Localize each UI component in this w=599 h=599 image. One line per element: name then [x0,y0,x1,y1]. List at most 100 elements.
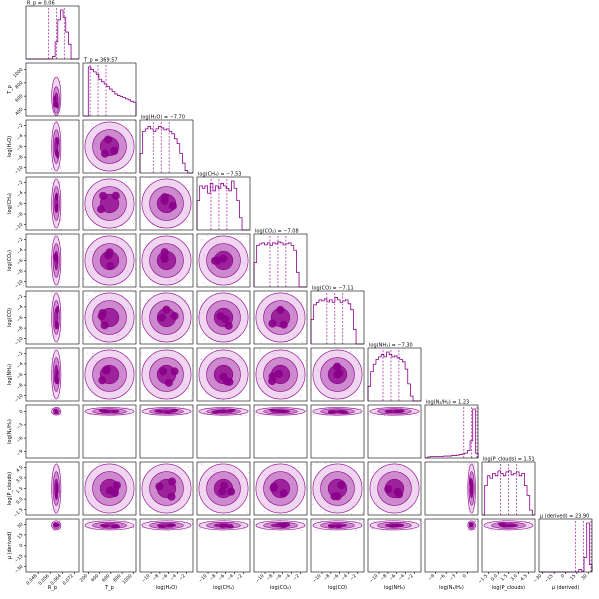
title-ch4: log(CH₄) = −7.53 [198,172,241,178]
density-peak [279,489,288,498]
sample-point [90,281,92,283]
sample-point [140,462,142,464]
y-tick-label: −6 [15,258,24,267]
sample-point [187,242,189,244]
density-peak [227,487,236,496]
sample-point [257,358,259,360]
sample-point [85,180,87,182]
density-peak [276,305,285,315]
sample-point [304,360,306,362]
y-tick-label: −4 [15,304,24,313]
x-tick-label: 0 [462,573,468,579]
sample-point [122,295,124,297]
sample-point [52,235,54,237]
density-peak [155,482,164,491]
sample-point [315,528,317,530]
y-tick-label: 800 [14,80,24,90]
sample-point [178,283,180,285]
sample-point [260,342,262,344]
sample-point [324,462,326,464]
x-tick-label: 15 [569,573,577,581]
x-tick-label: −4 [340,573,349,582]
y-tick-label: −2 [15,293,24,302]
sample-point [116,513,118,515]
y-axis-label-pclouds: log(P_clouds) [7,472,13,505]
sample-point [133,291,135,293]
sample-point [86,521,88,523]
sample-point [247,269,249,271]
sample-point [467,464,469,466]
sample-point [199,521,201,523]
panel-frame [481,461,536,516]
x-tick-label: 600 [101,573,111,583]
density-peak [158,525,167,529]
sample-point [415,414,417,416]
sample-point [124,529,126,531]
sample-point [50,522,52,524]
sample-point [468,462,470,464]
sample-point [203,339,205,341]
panel-frame [25,62,80,117]
density-peak [500,524,509,528]
panel-frame [139,461,194,516]
sample-point [183,407,185,409]
sample-point [291,464,293,466]
sample-point [312,494,314,496]
sample-point [59,168,61,170]
sample-point [128,186,130,188]
sample-point [301,341,303,343]
sample-point [132,414,134,416]
y-tick-label: −2 [15,122,24,131]
x-tick-label: −8 [265,573,274,582]
sample-point [320,520,322,522]
x-tick-label: 1.5 [500,573,509,582]
y-tick-label: −10 [13,222,24,233]
x-tick-label: −2 [406,573,415,582]
sample-point [190,509,192,511]
sample-point [51,168,53,170]
panel-bg [425,405,478,458]
sample-point [258,333,260,335]
y-axis-label-tp: T_p [7,85,13,95]
y-tick-label: 1000 [12,67,24,79]
sample-point [86,353,88,355]
x-axis-label-co2: log(CO₂) [270,585,291,591]
sample-point [151,285,153,287]
sample-point [467,467,469,469]
x-axis-label-ch4: log(CH₄) [213,585,234,591]
density-peak [104,251,113,260]
sample-point [248,409,250,411]
panel-frame [82,119,137,174]
density-peak [340,411,349,415]
x-axis-label-nh3: log(NH₃) [384,585,405,591]
sample-point [472,463,474,465]
sample-point [301,301,303,303]
sample-point [370,528,372,530]
sample-point [203,239,205,241]
sample-point [302,408,304,410]
sample-point [87,521,89,523]
density-peak [112,525,121,529]
density-peak [327,524,337,529]
sample-point [498,529,500,531]
sample-point [134,370,136,372]
sample-point [51,335,53,337]
x-tick-label: −4 [226,573,235,582]
sample-point [97,519,99,521]
sample-point [85,215,87,217]
sample-point [191,406,193,408]
sample-point [350,350,352,352]
sample-point [60,112,62,114]
density-peak [53,100,57,108]
density-peak [102,365,111,374]
sample-point [140,352,142,354]
panel-frame [253,233,308,288]
density-peak [98,408,107,412]
sample-point [59,165,61,167]
density-peak [213,256,222,265]
density-peak [327,410,336,414]
density-peak [163,410,173,414]
sample-point [125,181,127,183]
sample-point [354,529,356,531]
density-peak [100,149,110,158]
